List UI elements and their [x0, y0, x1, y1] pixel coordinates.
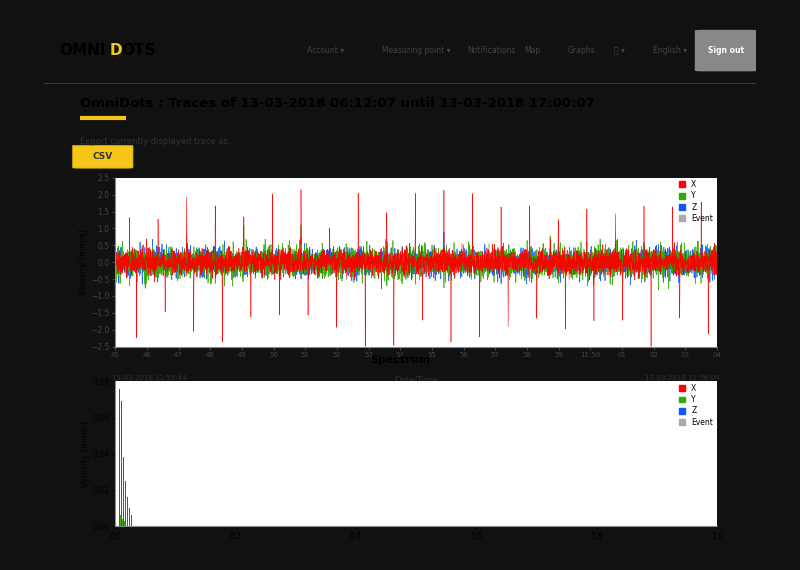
- Text: OTS: OTS: [121, 43, 155, 58]
- Text: 13-03-2018 11:55:44: 13-03-2018 11:55:44: [112, 375, 186, 381]
- Bar: [124, 520, 125, 526]
- Text: 13-03-2018 11:56:04: 13-03-2018 11:56:04: [646, 375, 720, 381]
- Text: Export currently displayed trace as:: Export currently displayed trace as:: [79, 137, 230, 146]
- Bar: [125, 481, 126, 526]
- Text: Measuring point ▾: Measuring point ▾: [382, 46, 450, 55]
- Text: Date/Time: Date/Time: [394, 375, 438, 384]
- Text: Map: Map: [525, 46, 541, 55]
- FancyBboxPatch shape: [73, 145, 133, 168]
- Bar: [126, 497, 128, 526]
- Bar: [122, 519, 123, 526]
- Text: OMNI: OMNI: [60, 43, 106, 58]
- Bar: [120, 515, 121, 526]
- Text: Graphs: Graphs: [567, 46, 595, 55]
- Text: OmniDots : Traces of 13-03-2018 06:12:07 until 13-03-2018 17:00:07: OmniDots : Traces of 13-03-2018 06:12:07…: [79, 97, 594, 110]
- FancyBboxPatch shape: [694, 30, 758, 71]
- Y-axis label: Velocity [mm/s]: Velocity [mm/s]: [81, 421, 90, 487]
- Text: Account ▾: Account ▾: [307, 46, 345, 55]
- Y-axis label: Velocity [mm/s]: Velocity [mm/s]: [79, 229, 88, 295]
- Bar: [122, 457, 124, 526]
- Text: Notifications: Notifications: [468, 46, 516, 55]
- Text: CSV: CSV: [93, 152, 113, 161]
- Text: Spectrum: Spectrum: [370, 355, 430, 365]
- Bar: [121, 401, 122, 526]
- Text: Sign out: Sign out: [708, 46, 744, 55]
- Text: ⓘ ▾: ⓘ ▾: [614, 46, 625, 55]
- Legend: X, Y, Z, Event: X, Y, Z, Event: [679, 384, 713, 427]
- Bar: [123, 512, 124, 526]
- Bar: [129, 508, 130, 526]
- Bar: [118, 389, 120, 526]
- Text: D: D: [110, 43, 122, 58]
- Legend: X, Y, Z, Event: X, Y, Z, Event: [679, 180, 713, 223]
- Bar: [121, 414, 122, 526]
- Bar: [130, 515, 132, 526]
- Text: English ▾: English ▾: [653, 46, 687, 55]
